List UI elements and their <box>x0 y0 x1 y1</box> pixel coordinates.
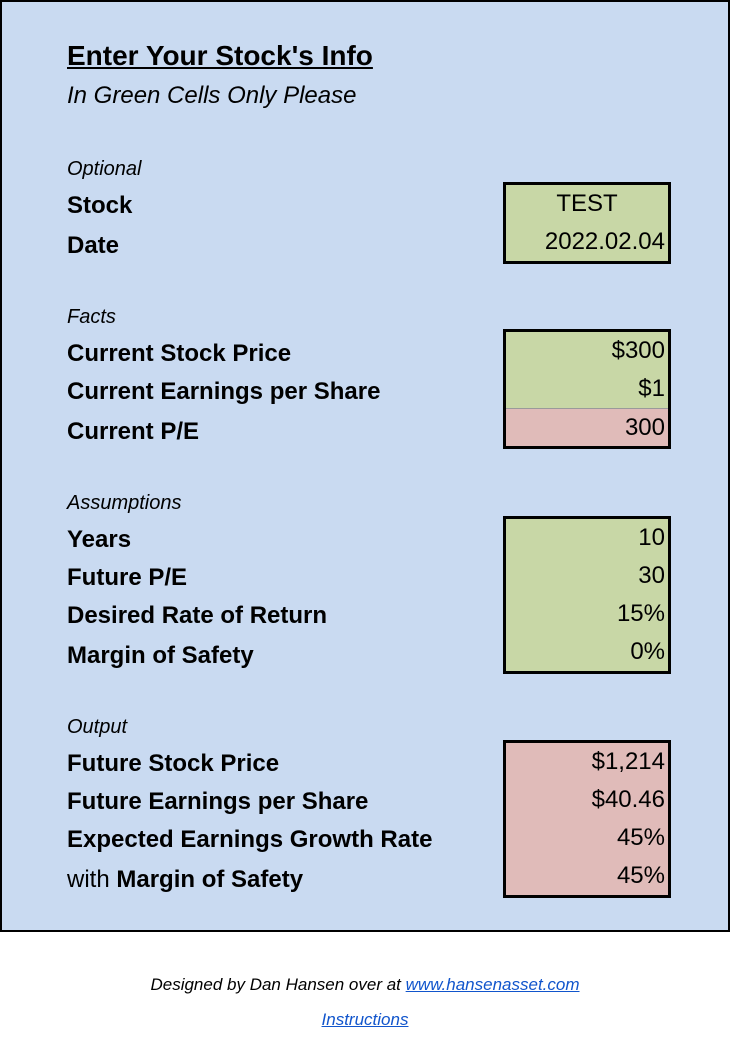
margin-of-safety-label: Margin of Safety <box>67 642 254 669</box>
section-assumptions: Assumptions <box>67 492 182 514</box>
future-pe-label: Future P/E <box>67 564 188 591</box>
credit-line: Designed by Dan Hansen over at www.hanse… <box>0 975 730 995</box>
website-link[interactable]: www.hansenasset.com <box>405 975 580 994</box>
stock-input[interactable]: TEST <box>506 185 668 223</box>
section-optional: Optional <box>67 158 142 180</box>
future-eps-label: Future Earnings per Share <box>67 788 369 815</box>
with-mos-text: Margin of Safety <box>116 866 304 893</box>
current-pe-output: 300 <box>506 408 668 446</box>
with-mos-output: 45% <box>506 857 668 895</box>
growth-rate-output: 45% <box>506 819 668 857</box>
date-label: Date <box>67 232 120 259</box>
calculator-sheet: Enter Your Stock's Info In Green Cells O… <box>0 0 730 932</box>
page-subtitle: In Green Cells Only Please <box>67 82 357 109</box>
page-title: Enter Your Stock's Info <box>67 40 373 71</box>
assumptions-box: 10 30 15% 0% <box>503 516 671 674</box>
future-pe-input[interactable]: 30 <box>506 557 668 595</box>
instructions-link[interactable]: Instructions <box>321 1010 409 1029</box>
current-eps-label: Current Earnings per Share <box>67 378 381 405</box>
date-input[interactable]: 2022.02.04 <box>506 223 668 261</box>
facts-box: $300 $1 300 <box>503 329 671 449</box>
desired-return-input[interactable]: 15% <box>506 595 668 633</box>
future-price-label: Future Stock Price <box>67 750 280 777</box>
margin-of-safety-input[interactable]: 0% <box>506 633 668 671</box>
desired-return-label: Desired Rate of Return <box>67 602 328 629</box>
with-prefix: with <box>67 866 110 893</box>
future-eps-output: $40.46 <box>506 781 668 819</box>
current-eps-input[interactable]: $1 <box>506 370 668 408</box>
stock-label: Stock <box>67 192 133 219</box>
section-output: Output <box>67 716 128 738</box>
with-mos-label: with Margin of Safety <box>67 866 303 894</box>
credit-text: Designed by Dan Hansen over at <box>150 975 401 994</box>
current-price-input[interactable]: $300 <box>506 332 668 370</box>
optional-input-box: TEST 2022.02.04 <box>503 182 671 264</box>
growth-rate-label: Expected Earnings Growth Rate <box>67 826 433 853</box>
future-price-output: $1,214 <box>506 743 668 781</box>
instructions-line: Instructions <box>0 1010 730 1030</box>
years-label: Years <box>67 526 132 553</box>
current-pe-label: Current P/E <box>67 418 200 445</box>
output-box: $1,214 $40.46 45% 45% <box>503 740 671 898</box>
current-price-label: Current Stock Price <box>67 340 292 367</box>
section-facts: Facts <box>67 306 116 328</box>
years-input[interactable]: 10 <box>506 519 668 557</box>
